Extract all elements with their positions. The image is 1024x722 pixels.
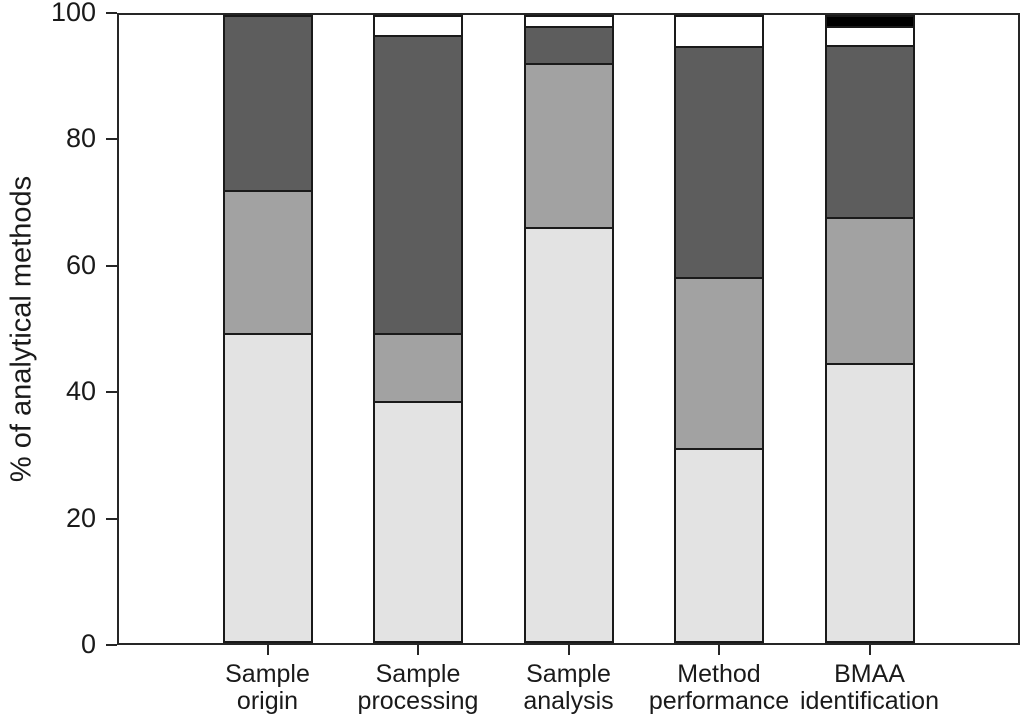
y-tick: [106, 12, 117, 14]
x-category-label-method-performance: Method performance: [609, 661, 829, 715]
medium-gray-segment: [224, 189, 311, 333]
x-category-label-line: performance: [648, 687, 790, 715]
plot-area: [117, 13, 1020, 645]
dark-gray-segment: [375, 35, 461, 333]
medium-gray-segment: [676, 277, 762, 449]
y-tick: [106, 644, 117, 646]
light-gray-segment: [826, 362, 913, 641]
y-tick: [106, 264, 117, 267]
bar-sample-processing: [373, 15, 463, 643]
x-tick: [868, 645, 871, 655]
bar-bmaa-identification: [824, 15, 915, 643]
bar-method-performance: [674, 15, 764, 643]
y-tick: [106, 517, 117, 520]
x-category-label-line: origin: [236, 687, 299, 715]
medium-gray-segment: [525, 63, 612, 228]
x-category-label-line: identification: [800, 687, 939, 715]
y-tick-label: 100: [50, 0, 96, 27]
light-gray-segment: [676, 448, 762, 641]
dark-gray-segment: [525, 26, 612, 64]
dark-gray-segment: [224, 17, 311, 190]
black-segment: [826, 17, 913, 26]
bar-sample-analysis: [523, 15, 614, 643]
dark-gray-segment: [826, 45, 913, 218]
medium-gray-segment: [826, 217, 913, 363]
x-category-label-sample-origin: Sample origin: [158, 661, 378, 715]
x-category-label-bmaa-identification: BMAA identification: [760, 661, 980, 715]
x-tick: [417, 645, 419, 655]
white-segment: [525, 17, 612, 27]
y-axis-title: % of analytical methods: [5, 175, 38, 483]
x-category-label-line: Sample: [526, 660, 611, 688]
bar-sample-origin: [222, 15, 313, 643]
light-gray-segment: [525, 227, 612, 641]
x-tick: [718, 645, 720, 655]
y-tick: [106, 138, 117, 141]
y-tick-label: 20: [65, 502, 96, 533]
x-category-label-sample-processing: Sample processing: [308, 661, 528, 715]
white-segment: [676, 17, 762, 46]
x-category-label-line: analysis: [523, 687, 614, 715]
y-tick-label: 60: [65, 249, 96, 280]
white-segment: [826, 25, 913, 46]
x-tick: [567, 645, 570, 655]
dark-gray-segment: [676, 45, 762, 278]
x-category-label-line: Sample: [375, 660, 461, 688]
light-gray-segment: [375, 400, 461, 641]
y-tick-label: 0: [80, 629, 96, 659]
x-category-label-line: Method: [677, 660, 761, 688]
x-category-label-line: Sample: [225, 660, 310, 688]
x-category-label-line: BMAA: [834, 660, 905, 688]
y-tick: [106, 391, 117, 394]
medium-gray-segment: [375, 332, 461, 401]
light-gray-segment: [224, 332, 311, 641]
x-category-label-sample-analysis: Sample analysis: [459, 661, 679, 715]
y-tick-label: 80: [65, 123, 96, 154]
white-segment: [375, 17, 461, 36]
x-tick: [266, 645, 269, 655]
y-tick-label: 40: [65, 376, 96, 407]
x-category-label-line: processing: [357, 687, 479, 715]
